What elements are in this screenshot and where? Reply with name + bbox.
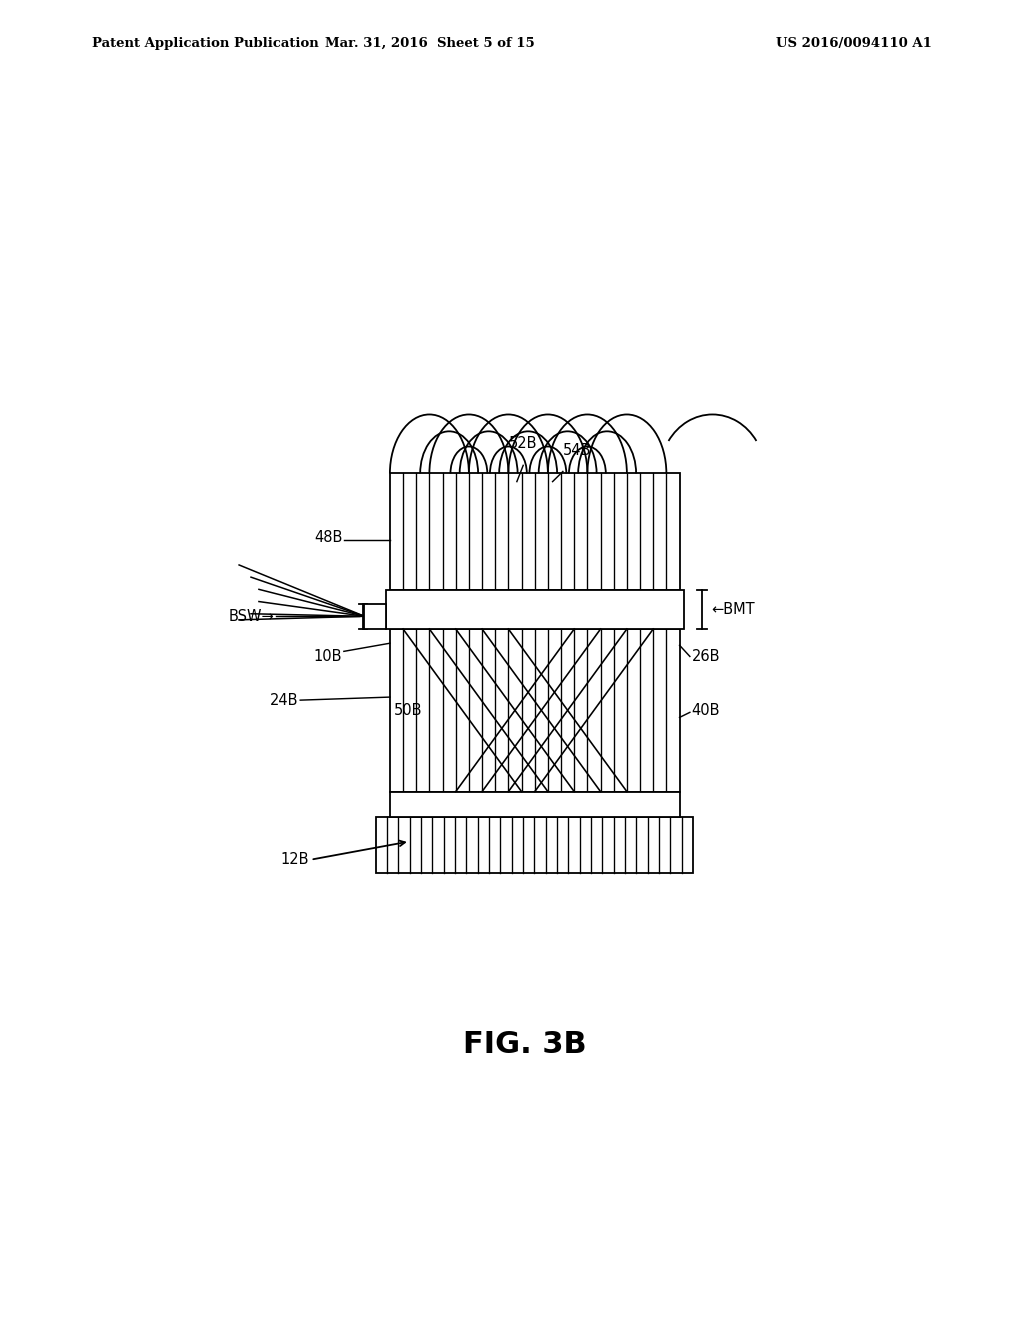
Text: 10B: 10B xyxy=(313,649,342,664)
Bar xyxy=(390,630,680,792)
Text: 24B: 24B xyxy=(270,693,299,708)
Text: 12B: 12B xyxy=(281,853,309,867)
Text: 40B: 40B xyxy=(691,702,720,718)
Text: ←BMT: ←BMT xyxy=(712,602,755,618)
Text: 52B: 52B xyxy=(509,436,538,451)
Text: 26B: 26B xyxy=(691,649,720,664)
Text: BSW→: BSW→ xyxy=(229,609,274,624)
Text: FIG. 3B: FIG. 3B xyxy=(463,1030,587,1059)
Text: Mar. 31, 2016  Sheet 5 of 15: Mar. 31, 2016 Sheet 5 of 15 xyxy=(326,37,535,50)
Bar xyxy=(386,590,684,630)
Text: Patent Application Publication: Patent Application Publication xyxy=(92,37,318,50)
Text: 50B: 50B xyxy=(394,702,422,718)
Bar xyxy=(365,603,386,630)
Bar xyxy=(390,792,680,817)
Text: US 2016/0094110 A1: US 2016/0094110 A1 xyxy=(776,37,932,50)
Text: 48B: 48B xyxy=(314,531,342,545)
Bar xyxy=(390,474,680,590)
Bar xyxy=(376,817,693,873)
Text: 54B: 54B xyxy=(563,444,591,458)
